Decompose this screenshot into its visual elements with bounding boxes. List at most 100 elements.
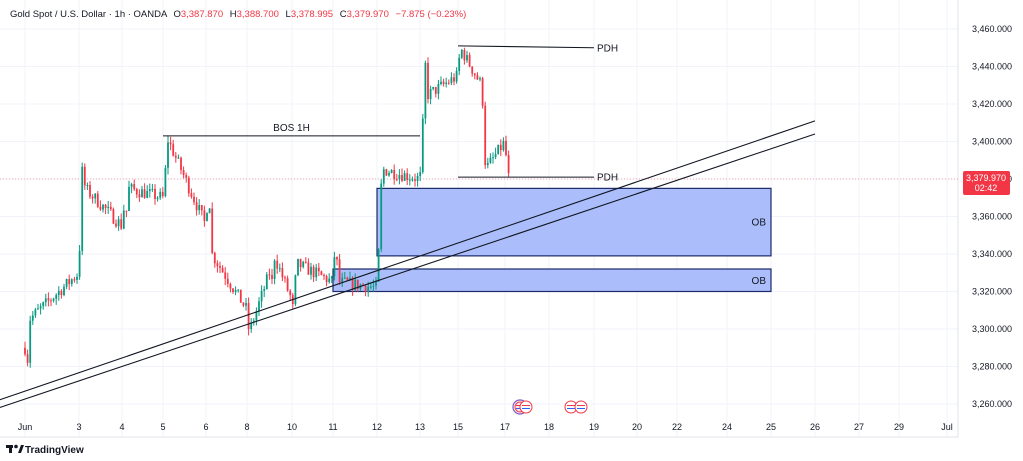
candle-body bbox=[494, 154, 497, 158]
candle-body bbox=[468, 55, 471, 67]
candle-body bbox=[221, 267, 224, 273]
x-tick-label: 26 bbox=[810, 422, 820, 432]
candle-body bbox=[442, 81, 445, 85]
candle-body bbox=[68, 279, 71, 284]
candle-body bbox=[411, 179, 414, 181]
x-tick-label: 25 bbox=[766, 422, 776, 432]
x-tick-label: 19 bbox=[589, 422, 599, 432]
low-value: 3,378.995 bbox=[291, 9, 333, 20]
candle-body bbox=[91, 196, 94, 199]
candle-body bbox=[250, 322, 253, 330]
trend-line bbox=[0, 133, 816, 408]
candle-body bbox=[60, 290, 63, 296]
candle-body bbox=[255, 311, 258, 321]
candle-body bbox=[385, 169, 388, 176]
candle-body bbox=[403, 173, 406, 181]
candle-body bbox=[484, 105, 487, 166]
candle-body bbox=[406, 173, 409, 181]
x-tick-label: 12 bbox=[372, 422, 382, 432]
candle-body bbox=[213, 252, 216, 264]
candle-body bbox=[463, 49, 466, 61]
candle-body bbox=[76, 276, 78, 280]
candle-body bbox=[226, 278, 229, 284]
candle-body bbox=[323, 274, 325, 277]
candle-body bbox=[242, 302, 245, 306]
candle-body bbox=[39, 306, 42, 309]
x-tick-label: 4 bbox=[119, 422, 124, 432]
candle-body bbox=[154, 188, 156, 199]
level-label: BOS 1H bbox=[273, 123, 310, 134]
candle-body bbox=[505, 140, 507, 156]
calendar-event-icon-us[interactable] bbox=[512, 399, 533, 415]
candle-body bbox=[445, 82, 448, 85]
candle-body bbox=[302, 261, 305, 268]
open-value: 3,387.870 bbox=[181, 9, 223, 20]
y-tick-label: 3,420.000 bbox=[972, 99, 1012, 109]
order-block-zone bbox=[332, 268, 772, 293]
candle-body bbox=[315, 267, 318, 278]
candle-body bbox=[120, 219, 123, 229]
candle-body bbox=[232, 288, 234, 293]
candle-body bbox=[382, 169, 385, 184]
x-tick-label: 18 bbox=[544, 422, 554, 432]
candle-body bbox=[125, 210, 128, 212]
candle-body bbox=[440, 81, 442, 85]
x-tick-label: Jul bbox=[941, 422, 953, 432]
candle-body bbox=[151, 188, 154, 190]
candle-body bbox=[200, 205, 203, 211]
x-tick-label: 5 bbox=[160, 422, 165, 432]
candle-body bbox=[369, 286, 372, 288]
y-tick-label: 3,260.000 bbox=[972, 399, 1012, 409]
candle-body bbox=[328, 278, 331, 283]
candles bbox=[24, 47, 510, 368]
candle-body bbox=[252, 320, 255, 323]
candle-body bbox=[450, 77, 453, 84]
x-tick-label: Jun bbox=[18, 422, 33, 432]
x-tick-label: 29 bbox=[894, 422, 904, 432]
candle-body bbox=[304, 261, 307, 263]
calendar-events[interactable] bbox=[512, 399, 588, 415]
candle-body bbox=[115, 223, 117, 227]
candle-body bbox=[96, 193, 99, 207]
order-block-label: OB bbox=[752, 276, 767, 287]
tradingview-wordmark: TradingView bbox=[25, 445, 84, 456]
calendar-event-icon-us[interactable] bbox=[564, 400, 588, 414]
candle-body bbox=[424, 62, 427, 119]
tradingview-branding[interactable]: TradingView bbox=[6, 444, 84, 456]
candle-body bbox=[388, 173, 390, 176]
candle-body bbox=[421, 118, 424, 172]
candle-body bbox=[338, 259, 341, 283]
y-tick-label: 3,400.000 bbox=[972, 137, 1012, 147]
order-block-label: OB bbox=[752, 218, 767, 229]
candle-body bbox=[395, 179, 398, 181]
candle-body bbox=[26, 354, 29, 363]
candle-body bbox=[473, 73, 476, 76]
candle-body bbox=[78, 250, 81, 277]
candle-body bbox=[356, 279, 359, 289]
candle-body bbox=[146, 191, 149, 198]
candle-body bbox=[377, 249, 380, 282]
x-tick-label: 24 bbox=[722, 422, 732, 432]
candle-body bbox=[497, 144, 500, 155]
candle-body bbox=[107, 206, 110, 209]
candle-body bbox=[245, 303, 247, 306]
candle-body bbox=[265, 274, 268, 290]
candle-body bbox=[109, 206, 112, 210]
y-tick-label: 3,280.000 bbox=[972, 362, 1012, 372]
candle-body bbox=[276, 260, 279, 269]
candle-body bbox=[156, 197, 159, 199]
candle-body bbox=[427, 62, 429, 100]
x-tick-label: 3 bbox=[76, 422, 81, 432]
candle-body bbox=[476, 75, 479, 80]
x-tick-label: 27 bbox=[854, 422, 864, 432]
candle-body bbox=[372, 285, 375, 287]
candle-body bbox=[70, 279, 73, 284]
candle-body bbox=[364, 285, 367, 293]
candle-body bbox=[398, 175, 401, 180]
candle-body bbox=[375, 281, 377, 286]
candle-body bbox=[263, 289, 266, 291]
candle-body bbox=[135, 189, 138, 195]
close-value: 3,379.970 bbox=[347, 9, 389, 20]
low-label: L bbox=[286, 9, 291, 20]
